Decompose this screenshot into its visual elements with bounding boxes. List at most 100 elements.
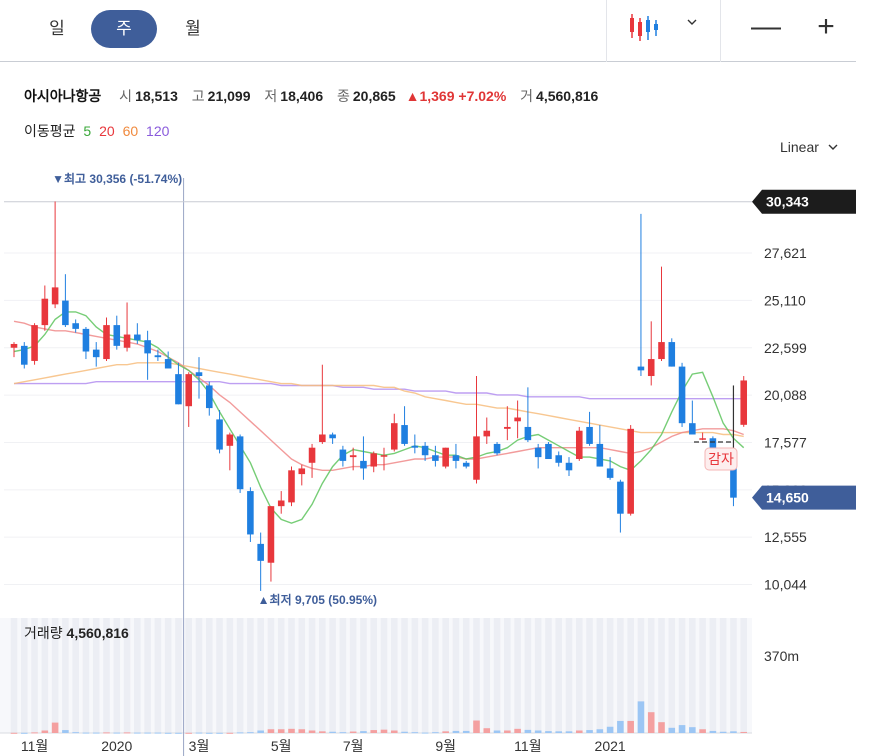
scale-label: Linear	[780, 139, 819, 155]
volume-slot	[452, 618, 460, 733]
candlestick-icon[interactable]	[628, 12, 662, 42]
candle-body	[298, 468, 306, 475]
volume-slot	[236, 618, 244, 733]
volume-bar	[719, 731, 727, 733]
volume-bar	[226, 732, 234, 734]
tab-daily[interactable]: 일	[49, 19, 65, 38]
volume-bar	[113, 732, 121, 734]
volume-bar	[421, 732, 429, 734]
volume-slot	[226, 618, 234, 733]
ma120-legend[interactable]: 120	[146, 123, 170, 139]
volume-bar	[236, 732, 244, 734]
volume-bar	[267, 729, 275, 733]
chevron-down-icon[interactable]	[686, 16, 698, 31]
ma5-legend[interactable]: 5	[83, 123, 92, 139]
candle-body	[154, 355, 162, 358]
volume-slot	[545, 618, 552, 733]
volume-bar	[298, 729, 306, 733]
candle-body	[82, 328, 90, 352]
candle-body	[10, 343, 18, 348]
volume-slot	[504, 618, 511, 733]
x-tick-label: 11월	[514, 738, 541, 754]
volume-bar	[339, 732, 347, 734]
volume-slot	[267, 618, 275, 733]
candle-body	[586, 426, 593, 444]
y-tick-label: 20,088	[764, 387, 807, 403]
high-label: 고	[191, 88, 205, 104]
volume-slot	[92, 618, 100, 733]
volume-slot	[380, 618, 388, 733]
candle-body	[411, 445, 419, 448]
volume-slot	[483, 618, 491, 733]
candle-body	[226, 434, 234, 446]
volume-slot	[51, 618, 59, 733]
y-tick-label: 22,599	[764, 340, 807, 356]
candle-body	[452, 455, 460, 461]
candle-body	[216, 419, 223, 450]
x-tick-label: 2020	[101, 738, 132, 754]
ma20-legend[interactable]: 20	[99, 123, 115, 139]
candle-body	[647, 359, 655, 377]
candle-body	[555, 455, 563, 463]
candle-body	[524, 426, 532, 441]
volume-bar	[627, 720, 634, 733]
volume-slot	[370, 618, 378, 733]
tab-monthly[interactable]: 월	[185, 19, 201, 38]
candle-body	[195, 372, 203, 377]
y-tick-label: 27,621	[764, 245, 807, 261]
ma-legend-label: 이동평균	[24, 123, 76, 139]
volume-bar	[31, 732, 38, 734]
volume-slot	[339, 618, 347, 733]
candle-body	[565, 462, 573, 471]
volume-slot	[740, 618, 748, 733]
low-marker: ▲최저 9,705 (50.95%)	[258, 592, 377, 607]
volume-slot	[617, 618, 624, 733]
ma20-line	[13, 320, 744, 471]
volume-bar	[175, 732, 182, 734]
ma60-legend[interactable]: 60	[122, 123, 139, 139]
volume-slot	[164, 618, 172, 733]
y-tick-label: 10,044	[764, 577, 807, 593]
candle-body	[493, 443, 501, 454]
candle-body	[390, 423, 398, 450]
candle-body	[421, 445, 429, 456]
candle-body	[339, 449, 347, 461]
volume-slot	[565, 618, 573, 733]
x-tick-label: 9월	[435, 738, 456, 754]
volume-slot	[349, 618, 357, 733]
candle-body	[473, 436, 480, 480]
scale-selector[interactable]: Linear	[780, 139, 839, 155]
volume-bar	[134, 732, 141, 734]
volume-slot	[668, 618, 676, 733]
volume-slot	[113, 618, 121, 733]
tab-weekly[interactable]: 주	[91, 10, 157, 48]
volume-slot	[555, 618, 563, 733]
volume-slot	[575, 618, 583, 733]
zoom-out-button[interactable]: —	[751, 10, 781, 43]
volume-bar	[390, 730, 398, 733]
volume-slot	[31, 618, 38, 733]
volume-bar	[596, 729, 604, 733]
volume-slot	[123, 618, 131, 733]
volume-bar	[668, 727, 676, 733]
change-value: ▲1,369 +7.02%	[405, 88, 507, 104]
volume-bar	[195, 732, 203, 734]
candle-body	[236, 436, 244, 490]
current-price-tag	[752, 189, 856, 214]
volume-bar	[257, 730, 264, 733]
x-tick-label: 2021	[595, 738, 626, 754]
volume-bar	[730, 731, 737, 733]
volume-panel-label: 거래량 4,560,816	[24, 625, 129, 641]
volume-bar	[606, 726, 614, 733]
candle-body	[545, 443, 552, 460]
candle-body	[462, 462, 470, 467]
toolbar-divider	[606, 0, 607, 62]
volume-bar	[462, 730, 470, 733]
low-value: 18,406	[280, 88, 324, 104]
top-toolbar: 일 주 월 — +	[0, 0, 856, 62]
volume-bar	[92, 732, 100, 734]
candle-body	[20, 345, 28, 365]
zoom-in-button[interactable]: +	[817, 10, 835, 43]
volume-slot	[175, 618, 182, 733]
